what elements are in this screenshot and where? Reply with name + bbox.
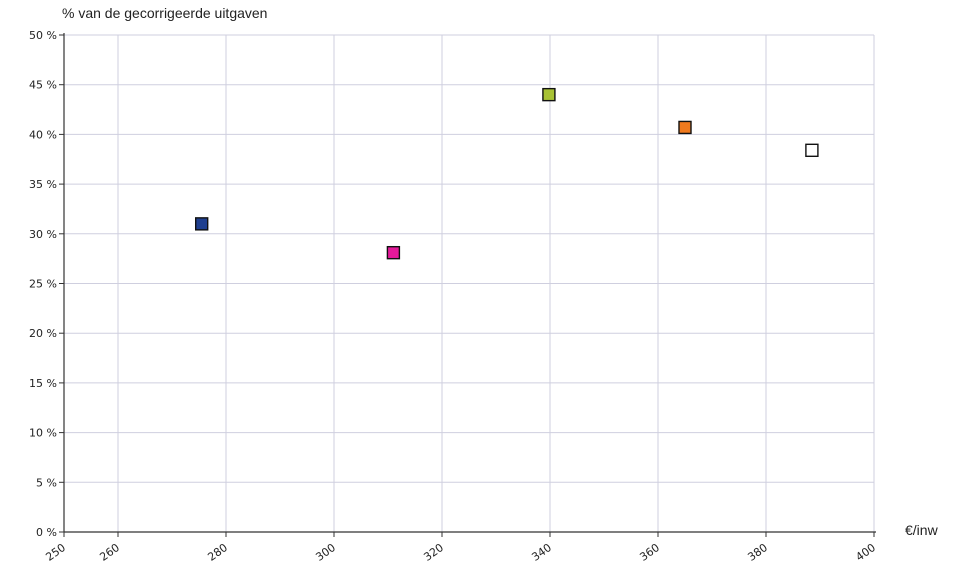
data-point bbox=[805, 143, 819, 158]
x-ticks: 250 260 280 300 320 340 360 380 400 bbox=[43, 532, 878, 564]
x-tick-label: 280 bbox=[205, 541, 230, 564]
y-tick-label: 0 % bbox=[36, 526, 57, 539]
grid bbox=[64, 34, 875, 532]
y-ticks: 0 % 5 % 10 % 15 % 20 % 25 % 30 % 35 % 40 % 45 % 50… bbox=[29, 29, 64, 539]
data-point bbox=[678, 120, 692, 135]
x-tick-label: 380 bbox=[745, 541, 770, 564]
x-tick-label: 360 bbox=[637, 541, 662, 564]
data-points bbox=[194, 87, 819, 260]
y-tick-label: 10 % bbox=[29, 427, 57, 440]
x-tick-label: 250 bbox=[43, 541, 68, 564]
axes bbox=[63, 33, 876, 533]
data-point bbox=[194, 217, 209, 231]
x-tick-label: 400 bbox=[853, 541, 878, 564]
y-axis-title: % van de gecorrigeerde uitgaven bbox=[62, 5, 268, 21]
y-tick-label: 45 % bbox=[29, 79, 57, 92]
y-tick-label: 40 % bbox=[29, 128, 57, 141]
y-tick-label: 15 % bbox=[29, 377, 57, 390]
data-point bbox=[542, 87, 556, 102]
y-tick-label: 5 % bbox=[36, 476, 57, 489]
y-tick-label: 50 % bbox=[29, 29, 57, 42]
y-tick-label: 35 % bbox=[29, 178, 57, 191]
y-tick-label: 30 % bbox=[29, 228, 57, 241]
x-tick-label: 300 bbox=[313, 541, 338, 564]
data-point bbox=[386, 245, 401, 260]
x-tick-label: 320 bbox=[421, 541, 446, 564]
x-tick-label: 340 bbox=[529, 541, 554, 564]
y-tick-label: 20 % bbox=[29, 327, 57, 340]
x-axis-title: €/inw bbox=[905, 522, 938, 538]
y-tick-label: 25 % bbox=[29, 278, 57, 291]
x-tick-label: 260 bbox=[97, 541, 122, 564]
